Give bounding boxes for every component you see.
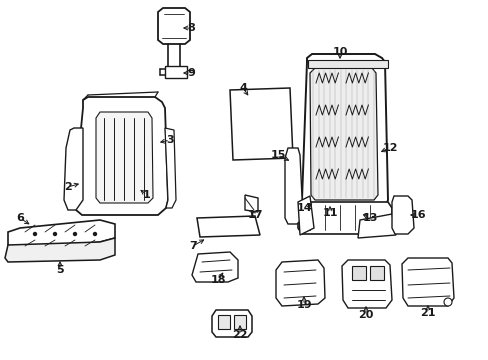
- Bar: [307, 60, 387, 68]
- Text: 21: 21: [419, 308, 435, 318]
- Text: 5: 5: [56, 265, 63, 275]
- Text: 22: 22: [232, 330, 247, 340]
- Text: 17: 17: [247, 210, 262, 220]
- Polygon shape: [357, 214, 395, 238]
- Text: 1: 1: [143, 190, 151, 200]
- Text: 15: 15: [270, 150, 285, 160]
- Polygon shape: [64, 128, 83, 210]
- Polygon shape: [302, 54, 387, 214]
- Polygon shape: [229, 88, 292, 160]
- Polygon shape: [297, 202, 391, 234]
- Bar: [351, 266, 365, 280]
- Circle shape: [73, 233, 76, 235]
- Bar: [369, 266, 383, 280]
- Bar: [218, 315, 229, 329]
- Text: 20: 20: [358, 310, 373, 320]
- Text: 2: 2: [64, 182, 72, 192]
- Text: 3: 3: [166, 135, 173, 145]
- Polygon shape: [244, 195, 258, 212]
- Polygon shape: [309, 68, 377, 200]
- Text: 14: 14: [297, 203, 312, 213]
- Polygon shape: [401, 258, 453, 306]
- Polygon shape: [391, 196, 413, 234]
- Circle shape: [34, 233, 37, 235]
- Polygon shape: [275, 260, 325, 306]
- Circle shape: [93, 233, 96, 235]
- Polygon shape: [96, 112, 153, 203]
- Polygon shape: [192, 252, 238, 282]
- Polygon shape: [74, 97, 168, 215]
- Bar: [234, 315, 245, 329]
- Text: 6: 6: [16, 213, 24, 223]
- Text: 19: 19: [296, 300, 311, 310]
- Text: 10: 10: [332, 47, 347, 57]
- Text: 13: 13: [362, 213, 377, 223]
- Polygon shape: [341, 260, 391, 308]
- Text: 8: 8: [187, 23, 195, 33]
- Circle shape: [53, 233, 57, 235]
- Polygon shape: [8, 220, 115, 250]
- Polygon shape: [297, 196, 313, 235]
- Polygon shape: [164, 128, 176, 208]
- Text: 11: 11: [322, 208, 337, 218]
- Polygon shape: [212, 310, 251, 337]
- Text: 7: 7: [189, 241, 197, 251]
- Polygon shape: [158, 8, 190, 44]
- Text: 12: 12: [382, 143, 397, 153]
- Polygon shape: [285, 148, 303, 224]
- Polygon shape: [5, 238, 115, 262]
- Text: 4: 4: [239, 83, 246, 93]
- Circle shape: [443, 298, 451, 306]
- Text: 18: 18: [210, 275, 225, 285]
- Text: 9: 9: [187, 68, 195, 78]
- Polygon shape: [197, 216, 260, 237]
- Bar: [164, 66, 186, 78]
- Text: 16: 16: [409, 210, 425, 220]
